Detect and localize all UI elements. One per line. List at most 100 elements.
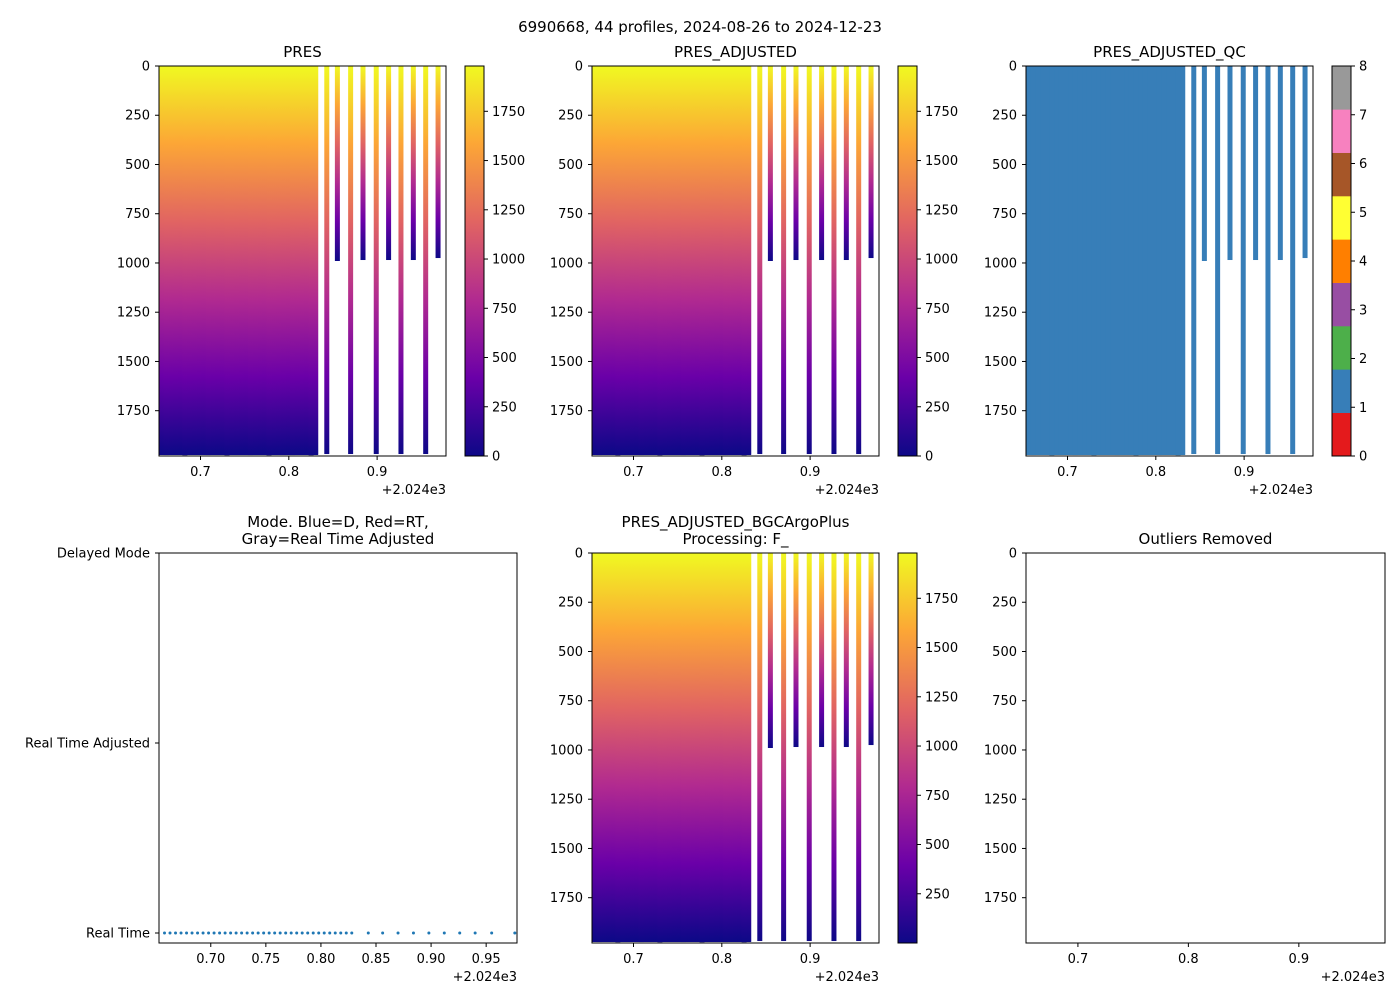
profile-column <box>596 553 602 943</box>
profile-column <box>610 553 616 941</box>
profile-column <box>657 553 663 943</box>
mode-point <box>289 931 293 935</box>
x-tick-label: 0.9 <box>800 465 821 480</box>
mode-point <box>513 931 517 935</box>
y-tick-label: 250 <box>125 109 150 124</box>
profile-column <box>690 553 696 942</box>
y-tick-label: 0 <box>575 547 583 562</box>
qc-color-swatch <box>1332 412 1351 457</box>
profile-column <box>624 66 630 455</box>
profile-layer <box>592 553 874 943</box>
profile-column <box>1040 66 1046 455</box>
mode-point <box>339 931 343 935</box>
y-tick-label: 1000 <box>550 743 583 758</box>
profile-bar <box>831 66 837 455</box>
x-tick-label: 0.7 <box>1057 465 1078 480</box>
profile-bar <box>806 553 812 942</box>
axes-frame <box>158 552 518 944</box>
profile-bar <box>1253 66 1259 261</box>
colorbar <box>898 553 917 943</box>
mode-point <box>185 931 189 935</box>
profile-column <box>592 66 597 454</box>
profile-column <box>629 66 635 455</box>
profile-column <box>182 66 188 456</box>
profile-column <box>1063 66 1069 455</box>
profile-column <box>1166 66 1172 455</box>
profile-column <box>741 66 747 456</box>
profile-column <box>601 66 607 455</box>
qc-color-swatch <box>1332 196 1351 240</box>
y-tick-label: 1750 <box>550 891 583 906</box>
mode-point <box>207 931 211 935</box>
colorbar-tick-label: 0 <box>492 450 500 465</box>
axes-frame <box>591 65 880 457</box>
profile-column <box>294 66 300 455</box>
colorbar-tick-label: 2 <box>1359 352 1367 367</box>
profile-column <box>708 553 714 942</box>
profile-column <box>694 553 700 941</box>
mode-point <box>267 931 271 935</box>
chart-title: Outliers Removed <box>1139 530 1273 548</box>
profile-column <box>741 553 747 943</box>
qc-color-swatch <box>1332 369 1351 413</box>
chart-title: Gray=Real Time Adjusted <box>242 530 435 548</box>
mode-point <box>223 931 227 935</box>
y-tick-label: 1500 <box>550 842 583 857</box>
mode-point <box>218 931 222 935</box>
y-category-label: Real Time Adjusted <box>25 737 150 752</box>
y-tick-label: 1250 <box>984 793 1017 808</box>
profile-bar <box>1277 66 1283 261</box>
profile-column <box>685 553 691 942</box>
colorbar-frame <box>464 65 485 457</box>
chart-pres-adjusted: 0 250 500 750 1000 1250 1500 1750 0.7 0.8 0.9 +2.02… <box>550 43 958 498</box>
colorbar-tick-label: 500 <box>925 838 950 853</box>
mode-point <box>245 931 249 935</box>
profile-column <box>666 553 672 942</box>
x-tick-label: 0.70 <box>196 952 225 967</box>
profile-column <box>727 553 733 942</box>
colorbar-tick-label: 1000 <box>925 253 958 268</box>
profile-bar <box>868 553 874 746</box>
mode-point <box>411 931 415 935</box>
y-tick-label: 1500 <box>984 355 1017 370</box>
mode-point <box>168 931 172 935</box>
colorbar-tick-label: 1750 <box>492 105 525 120</box>
x-tick-label: 0.9 <box>800 952 821 967</box>
profile-bar <box>757 553 763 942</box>
chart-title: PRES_ADJUSTED <box>674 43 797 62</box>
profile-column <box>1054 66 1060 455</box>
profile-column <box>215 66 221 455</box>
mode-point <box>273 931 277 935</box>
profile-column <box>1180 66 1186 455</box>
chart-title: Mode. Blue=D, Red=RT, <box>247 513 429 531</box>
mode-point <box>295 931 299 935</box>
y-tick-label: 1250 <box>550 793 583 808</box>
profile-bar <box>793 553 799 748</box>
profile-column <box>289 66 295 456</box>
chart-bgc-argoplus: 0 250 500 750 1000 1250 1500 1750 0.7 0.8 0.9 +2.02… <box>550 513 958 985</box>
profile-column <box>1082 66 1088 455</box>
qc-color-swatch <box>1332 66 1351 110</box>
x-tick-label: 0.90 <box>417 952 446 967</box>
colorbar-tick-label: 1 <box>1359 401 1367 416</box>
profile-bar <box>386 66 392 261</box>
profile-column <box>718 66 724 454</box>
profile-column <box>680 66 686 456</box>
profile-bar <box>781 553 787 942</box>
profile-column <box>685 66 691 455</box>
profile-column <box>1105 66 1111 455</box>
profile-bar <box>806 66 812 455</box>
profile-column <box>173 66 179 455</box>
y-tick-label: 750 <box>992 694 1017 709</box>
profile-column <box>1077 66 1083 455</box>
profile-bar <box>1240 66 1246 455</box>
y-tick-label: 500 <box>558 158 583 173</box>
profile-column <box>1114 66 1120 456</box>
profile-column <box>1170 66 1176 454</box>
x-tick-label: 0.8 <box>1145 465 1166 480</box>
profile-column <box>676 66 682 454</box>
profile-column <box>671 66 677 455</box>
profile-column <box>713 553 719 942</box>
profile-column <box>243 66 249 454</box>
profile-column <box>1049 66 1055 456</box>
